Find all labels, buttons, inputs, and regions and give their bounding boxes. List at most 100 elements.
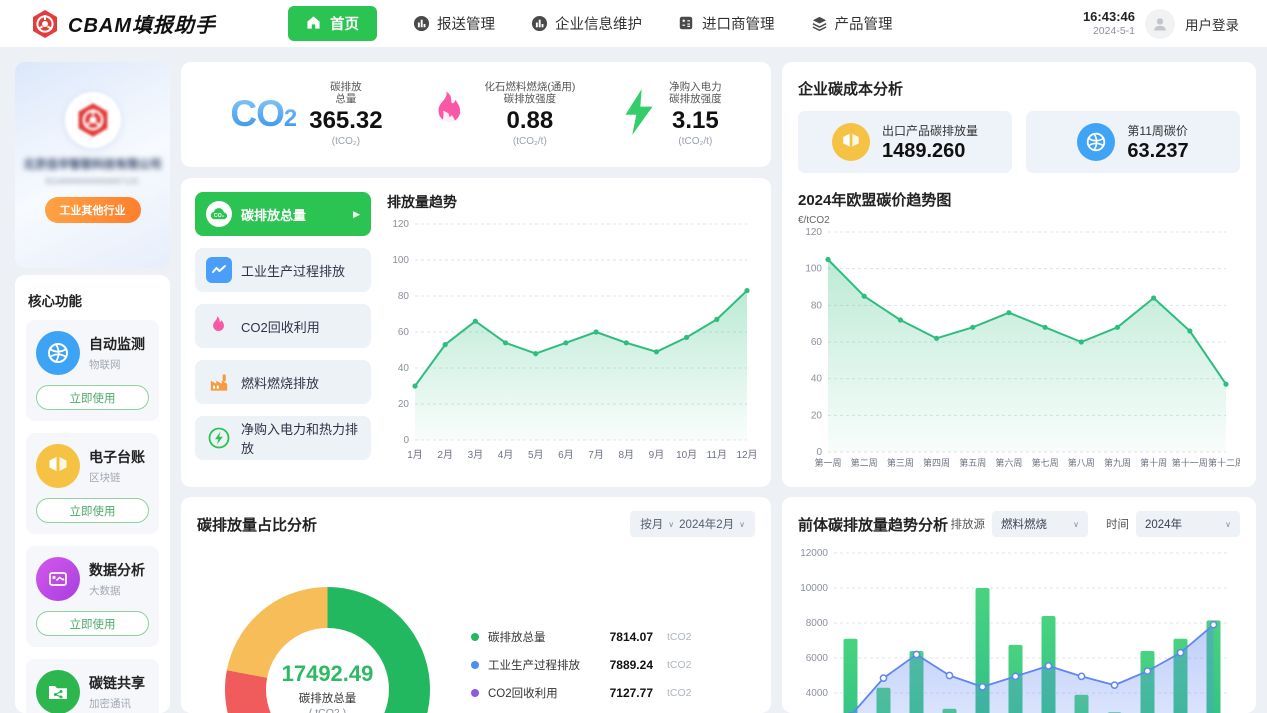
nav-enterprise-info[interactable]: 企业信息维护 bbox=[531, 13, 642, 34]
legend-dot bbox=[471, 633, 479, 641]
emission-source-control: 排放源 燃料燃烧 ∨ bbox=[951, 511, 1088, 537]
emission-share-card: 碳排放量占比分析 按月 ∨ 2024年2月 ∨ 17492.49 碳排放总量 (… bbox=[181, 497, 771, 713]
emission-share-title: 碳排放量占比分析 bbox=[197, 516, 318, 534]
legend-item: CO2回收利用 7127.77 tCO2 bbox=[471, 679, 703, 707]
tab-label: 工业生产过程排放 bbox=[241, 263, 346, 279]
home-icon bbox=[306, 15, 323, 32]
tab-industrial-process[interactable]: 工业生产过程排放 bbox=[195, 248, 371, 292]
brand-emblem-icon bbox=[30, 9, 60, 39]
user-avatar[interactable] bbox=[1145, 8, 1175, 39]
svg-text:80: 80 bbox=[811, 300, 823, 311]
nav-product-management[interactable]: 产品管理 bbox=[811, 13, 893, 34]
current-date: 2024-5-1 bbox=[1092, 25, 1135, 38]
svg-text:第一周: 第一周 bbox=[814, 457, 841, 468]
analytics-icon bbox=[36, 557, 80, 601]
svg-text:第十一周: 第十一周 bbox=[1172, 457, 1208, 468]
svg-text:3月: 3月 bbox=[468, 449, 484, 461]
emission-trend-card: CO₂ 碳排放总量 ▶ 工业生产过程排放 CO2回收利用 bbox=[181, 178, 771, 487]
use-now-button[interactable]: 立即使用 bbox=[36, 611, 149, 636]
app-title: CBAM填报助手 bbox=[68, 15, 216, 37]
chevron-down-icon: ∨ bbox=[668, 519, 675, 529]
time-select[interactable]: 2024年 ∨ bbox=[1136, 511, 1240, 537]
kpi-label2: 总量 bbox=[335, 93, 357, 106]
kpi-total-emission: CO2 碳排放 总量 365.32 (tCO₂) bbox=[230, 81, 382, 149]
svg-text:7月: 7月 bbox=[588, 449, 604, 461]
kpi-value: 365.32 bbox=[309, 106, 383, 134]
filter-mode-value: 按月 bbox=[640, 519, 664, 531]
svg-text:0: 0 bbox=[816, 447, 822, 458]
svg-text:40: 40 bbox=[811, 374, 823, 385]
kpi-fossil-intensity: 化石燃料燃烧(通用) 碳排放强度 0.88 (tCO₂/t) bbox=[429, 81, 575, 149]
co2-cloud-icon: CO₂ bbox=[206, 201, 232, 227]
svg-text:60: 60 bbox=[398, 327, 410, 338]
login-link[interactable]: 用户登录 bbox=[1185, 17, 1239, 33]
svg-text:8000: 8000 bbox=[806, 618, 829, 629]
feature-subtitle: 加密通讯 bbox=[89, 698, 131, 710]
kpi-value: 3.15 bbox=[671, 106, 719, 134]
svg-text:80: 80 bbox=[398, 291, 410, 302]
kpi-label: 化石燃料燃烧(通用) bbox=[484, 80, 576, 93]
svg-text:12月: 12月 bbox=[736, 449, 757, 461]
use-now-button[interactable]: 立即使用 bbox=[36, 385, 149, 410]
sidebar: 北京佳华智联科技有限公司 91140000000000000712C 工业其他行… bbox=[15, 62, 170, 713]
period-filter[interactable]: 按月 ∨ 2024年2月 ∨ bbox=[630, 511, 755, 537]
tab-co2-recovery[interactable]: CO2回收利用 bbox=[195, 304, 371, 348]
industry-tag: 工业其他行业 bbox=[44, 197, 141, 223]
legend-item: 工业生产过程排放 7889.24 tCO2 bbox=[471, 651, 703, 679]
svg-text:第六周: 第六周 bbox=[995, 457, 1022, 468]
export-emission-value: 1489.260 bbox=[881, 139, 966, 162]
precursor-title: 前体碳排放量趋势分析 bbox=[798, 516, 949, 534]
export-emission-label: 出口产品碳排放量 bbox=[881, 123, 978, 138]
precursor-trend-card: 前体碳排放量趋势分析 排放源 燃料燃烧 ∨ 时间 2024年 ∨ 12000 1 bbox=[782, 497, 1256, 713]
donut-total-label: 碳排放总量 bbox=[298, 692, 357, 705]
svg-text:9月: 9月 bbox=[649, 449, 665, 461]
donut-total-unit: ( tCO2 ) bbox=[308, 706, 347, 713]
feature-e-ledger: 电子台账 区块链 立即使用 bbox=[26, 433, 159, 534]
svg-text:4000: 4000 bbox=[806, 688, 829, 699]
feature-title: 数据分析 bbox=[89, 562, 145, 578]
clock: 16:43:46 2024-5-1 bbox=[1083, 9, 1135, 38]
svg-text:第八周: 第八周 bbox=[1068, 457, 1095, 468]
donut-chart: 17492.49 碳排放总量 ( tCO2 ) bbox=[197, 541, 430, 713]
nav-report-management[interactable]: 报送管理 bbox=[413, 13, 495, 34]
feature-subtitle: 区块链 bbox=[89, 472, 121, 484]
kpi-unit: (tCO₂/t) bbox=[512, 136, 547, 148]
carbon-cost-title: 企业碳成本分析 bbox=[798, 81, 904, 98]
tab-total-emission[interactable]: CO₂ 碳排放总量 ▶ bbox=[195, 192, 371, 236]
nav-report-label: 报送管理 bbox=[437, 17, 495, 33]
bar-chart-circle-icon bbox=[413, 15, 430, 32]
core-functions-title: 核心功能 bbox=[28, 294, 82, 309]
svg-text:120: 120 bbox=[392, 219, 409, 230]
globe-icon bbox=[1077, 123, 1116, 161]
emission-tabs: CO₂ 碳排放总量 ▶ 工业生产过程排放 CO2回收利用 bbox=[195, 192, 371, 473]
header-right: 16:43:46 2024-5-1 用户登录 bbox=[1083, 8, 1239, 39]
kpi-card: CO2 碳排放 总量 365.32 (tCO₂) 化石燃料燃烧(通用) 碳排放强… bbox=[181, 62, 771, 167]
center-column: CO2 碳排放 总量 365.32 (tCO₂) 化石燃料燃烧(通用) 碳排放强… bbox=[181, 62, 771, 713]
layers-icon bbox=[811, 15, 828, 32]
svg-text:1月: 1月 bbox=[407, 449, 423, 461]
current-time: 16:43:46 bbox=[1082, 8, 1135, 24]
svg-text:0: 0 bbox=[403, 435, 409, 446]
co2-text: CO2 bbox=[230, 93, 297, 135]
tab-net-electricity-heat[interactable]: 净购入电力和热力排放 bbox=[195, 416, 371, 460]
nav-importer-label: 进口商管理 bbox=[702, 17, 775, 33]
company-card: 北京佳华智联科技有限公司 91140000000000000712C 工业其他行… bbox=[15, 62, 170, 268]
chevron-down-icon: ∨ bbox=[739, 519, 745, 529]
tab-label: 净购入电力和热力排放 bbox=[241, 422, 359, 456]
emission-source-select[interactable]: 燃料燃烧 ∨ bbox=[992, 511, 1088, 537]
tab-fuel-combustion[interactable]: 燃料燃烧排放 bbox=[195, 360, 371, 404]
svg-text:8月: 8月 bbox=[618, 449, 634, 461]
svg-text:100: 100 bbox=[392, 255, 409, 266]
nav-importer-management[interactable]: 进口商管理 bbox=[678, 13, 775, 34]
svg-text:100: 100 bbox=[805, 264, 822, 275]
kpi-unit: (tCO₂/t) bbox=[678, 136, 713, 148]
play-icon: ▶ bbox=[353, 208, 360, 219]
nav-product-label: 产品管理 bbox=[834, 17, 893, 33]
svg-text:11月: 11月 bbox=[707, 449, 727, 461]
app-logo: CBAM填报助手 bbox=[30, 9, 216, 39]
company-logo bbox=[64, 92, 121, 148]
nav-home[interactable]: 首页 bbox=[288, 6, 377, 41]
chevron-down-icon: ∨ bbox=[1073, 519, 1079, 529]
use-now-button[interactable]: 立即使用 bbox=[36, 498, 149, 523]
svg-text:10月: 10月 bbox=[676, 449, 697, 461]
